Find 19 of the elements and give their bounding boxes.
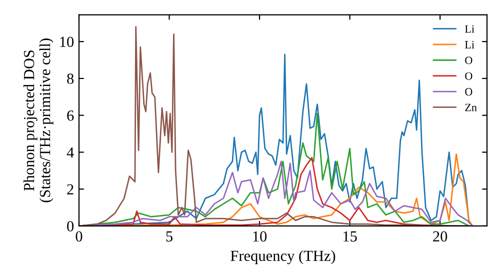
x-tick-label: 5: [166, 231, 172, 242]
y-tick-label: 10: [60, 36, 74, 48]
x-tick-label: 10: [253, 231, 267, 242]
legend-label: Li: [464, 40, 474, 48]
x-tick-label: 0: [76, 231, 82, 242]
legend-label: Zn: [465, 104, 477, 112]
y-tick-label: 8: [67, 74, 74, 84]
x-tick-label: 15: [344, 231, 357, 242]
legend-label: O: [465, 72, 472, 80]
legend-label: O: [465, 56, 472, 64]
y-tick-label: 4: [66, 147, 74, 158]
y-tick-label: 6: [67, 110, 74, 121]
y-tick-label: 2: [67, 184, 74, 194]
x-tick-label: 20: [433, 231, 448, 242]
legend-label: O: [465, 88, 472, 96]
x-axis-title: Frequency (THz): [230, 250, 336, 264]
legend-label: Li: [464, 25, 474, 33]
y-tick-label: 0: [67, 221, 74, 232]
y-axis-title: Phonon projected DOS (States/THz·primitive cell): [23, 38, 54, 202]
